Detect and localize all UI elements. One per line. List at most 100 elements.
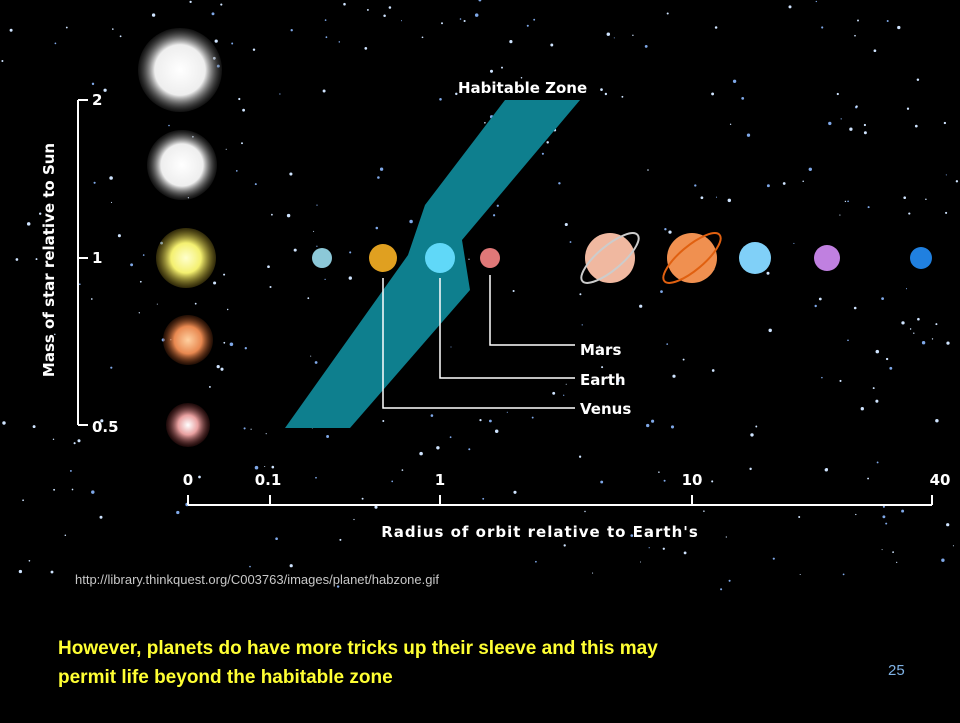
diagram: Habitable Zone 2 1 0.5 Mass of star rela… [0,0,960,600]
star-dot [294,249,297,252]
star-dot [793,243,794,244]
star-dot [861,407,864,410]
star-dot [703,510,705,512]
star-dot [728,199,731,202]
star-dot [941,558,944,561]
star-dot [343,3,346,6]
star-dot [245,347,247,349]
star-dot [854,307,857,310]
star-dot [479,419,481,421]
star-dot [339,539,341,541]
star [147,130,217,200]
star-dot [841,118,842,119]
star-dot [53,439,54,440]
star-dot [632,35,633,36]
star-dot [570,241,572,243]
star-dot [877,461,879,463]
page-number: 25 [888,662,905,679]
star-dot [376,227,379,230]
star-dot [945,212,947,214]
star-dot [956,180,958,182]
x-axis [188,495,932,505]
star-dot [253,48,255,50]
star-dot [120,35,122,37]
star-dot [316,205,317,206]
x-tick-label: 0 [183,471,193,489]
slide: Habitable Zone 2 1 0.5 Mass of star rela… [0,0,960,723]
star-dot [77,439,80,442]
star-dot [882,515,885,518]
star-dot [349,251,351,253]
star-dot [913,333,914,334]
star-dot [66,27,68,29]
star-dot [238,98,240,100]
star-dot [189,1,191,3]
star-dot [856,105,858,107]
star-dot [74,442,76,444]
star-dot [671,425,674,428]
star-dot [901,321,904,324]
star-dot [209,386,211,388]
star-dot [223,274,225,276]
star-dot [715,26,718,29]
star-dot [854,35,856,37]
star-dot [112,28,114,30]
star-dot [198,476,201,479]
star-dot [110,367,112,369]
star-dot [946,341,949,344]
star-dot [953,545,954,546]
star-dot [667,12,669,14]
star-dot [389,6,392,9]
star-dot [729,580,731,582]
star-dot [944,122,946,124]
star-dot [249,566,251,568]
star-dot [482,498,484,500]
star-dot [901,510,904,513]
star-dot [236,170,238,172]
star-dot [10,29,13,32]
star-dot [783,182,786,185]
star-dot [242,109,245,112]
star-dot [241,142,243,144]
star-dot [798,516,800,518]
star-dot [564,544,566,546]
star-dot [489,420,492,423]
star-dot [646,424,649,427]
star-dot [307,297,309,299]
star-dot [584,511,585,512]
star-dot [109,176,113,180]
star-dot [535,561,537,563]
star-dot [607,32,610,35]
star-dot [903,196,906,199]
star-dot [683,359,685,361]
x-tick-label: 40 [930,471,951,489]
star-dot [550,44,553,47]
star-dot [130,263,133,266]
star-dot [566,384,567,385]
star-dot [694,184,696,186]
star-dot [212,12,215,15]
star-dot [908,213,910,215]
star-dot [639,305,642,308]
star-dot [640,562,641,563]
star-dot [582,324,583,325]
star-dot [55,43,57,45]
star-dot [600,88,603,91]
star-dot [864,124,866,126]
star-dot [847,200,849,202]
star-dot [886,358,888,360]
star-dot [825,468,828,471]
star-dot [747,134,750,137]
planet-label: Mars [580,341,621,359]
star-dot [932,338,933,339]
star-dot [367,9,369,11]
star-dot [946,523,949,526]
star-dot [195,303,197,305]
star-dot [323,90,326,93]
star-dot [600,481,603,484]
star-dot [490,70,493,73]
star-dot [441,22,443,24]
star-dot [33,425,36,428]
star-dot [271,214,273,216]
star-dot [220,4,222,6]
